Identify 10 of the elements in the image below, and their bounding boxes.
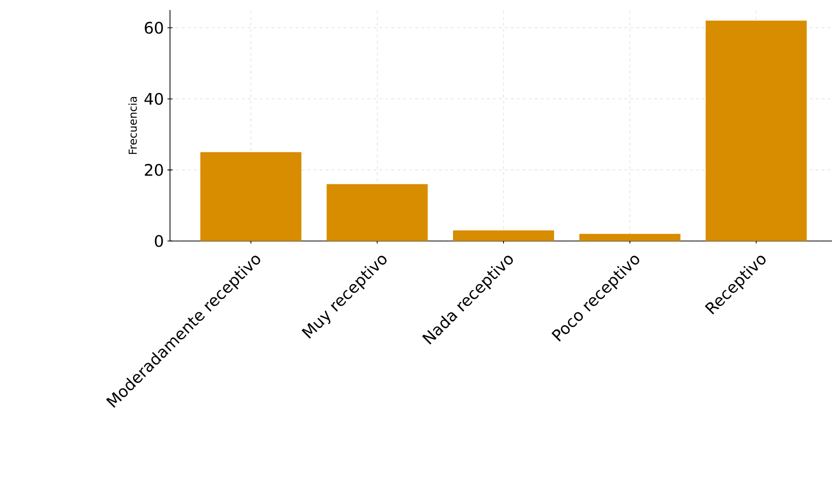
bar <box>200 152 302 241</box>
y-axis-title: Frecuencia <box>128 97 137 154</box>
y-tick-label: 40 <box>144 92 163 105</box>
bar <box>579 234 680 241</box>
y-tick-label: 0 <box>154 234 163 248</box>
y-tick-label: 20 <box>144 164 163 176</box>
y-tick-label: 60 <box>144 22 163 34</box>
bar <box>326 184 428 241</box>
bar <box>453 230 554 241</box>
bar <box>706 20 807 241</box>
